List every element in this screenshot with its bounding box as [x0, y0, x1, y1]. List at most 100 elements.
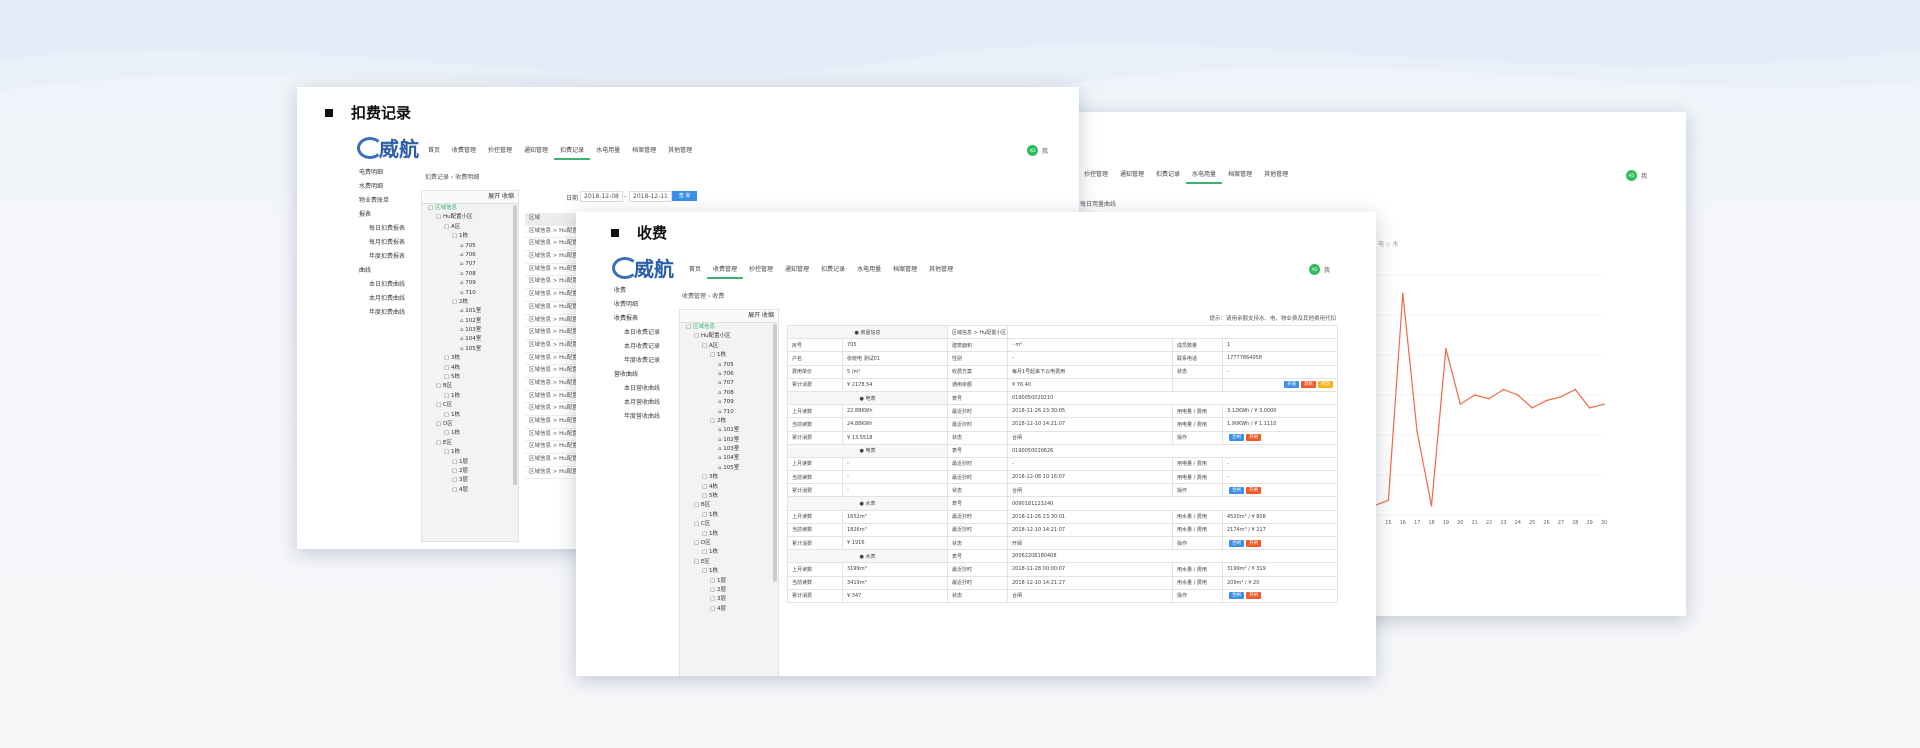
table-row[interactable]: 区域信息 > Hu配置	[525, 340, 585, 353]
data-point[interactable]	[1545, 399, 1548, 402]
brand-logo[interactable]: 威航	[357, 133, 419, 162]
nav-tab[interactable]: 收费管理	[707, 263, 744, 279]
tree-node[interactable]: ⌂ 707	[680, 379, 778, 388]
date-end-input[interactable]: 2018-12-11	[629, 191, 672, 202]
avatar[interactable]: AD	[1027, 145, 1038, 156]
tree-node[interactable]: ▢ Hu配置小区	[422, 213, 518, 222]
tree-node[interactable]: ⌂ 707	[422, 260, 518, 269]
sidebar-item[interactable]: 年度扣费曲线	[369, 309, 406, 316]
close-button[interactable]: 合闸	[1229, 539, 1244, 547]
table-row[interactable]: 区域信息 > Hu配置	[525, 429, 585, 442]
tree-node[interactable]: ▢ 4层	[422, 486, 518, 495]
data-point[interactable]	[1603, 403, 1605, 406]
tree-node[interactable]: ▢ 3栋	[680, 473, 778, 482]
close-button[interactable]: 合闸	[1229, 486, 1244, 494]
tree-node[interactable]: ▢ 4栋	[680, 483, 778, 492]
sidebar-item[interactable]: 电费明细	[359, 169, 384, 176]
tree-toggle[interactable]: 展开 收缩	[422, 191, 518, 204]
tree-node[interactable]: ⌂ 709	[422, 279, 518, 288]
table-row[interactable]: 区域信息 > Hu配置	[525, 289, 585, 302]
tree-node[interactable]: ▢ 区域信息	[680, 323, 778, 332]
tree-node[interactable]: ⌂ 102室	[422, 317, 518, 326]
data-point[interactable]	[1588, 407, 1591, 409]
tree-node[interactable]: ▢ 4栋	[422, 364, 518, 373]
nav-tab[interactable]: 收费管理	[452, 147, 477, 154]
tree-scrollbar[interactable]	[513, 205, 517, 485]
nav-tab[interactable]: 档案管理	[893, 266, 918, 273]
tree-node[interactable]: ▢ 2层	[422, 467, 518, 476]
close-button[interactable]: 合闸	[1229, 434, 1244, 442]
tree-node[interactable]: ⌂ 708	[680, 389, 778, 398]
sidebar-item[interactable]: 本日收费记录	[624, 329, 661, 336]
data-point[interactable]	[1531, 407, 1533, 409]
sidebar-item[interactable]: 本月营收曲线	[624, 399, 661, 406]
nav-tab[interactable]: 水电用量	[857, 266, 882, 273]
avatar[interactable]: AD	[1309, 264, 1320, 275]
tree-node[interactable]: ▢ 1栋	[680, 567, 778, 576]
sidebar-item[interactable]: 每月扣费报表	[369, 239, 406, 246]
data-point[interactable]	[1430, 504, 1433, 507]
nav-tab[interactable]: 扣费记录	[1156, 171, 1181, 178]
nav-tab[interactable]: 档案管理	[632, 147, 657, 154]
tree-node[interactable]: ▢ B区	[422, 382, 518, 391]
nav-tab[interactable]: 其他管理	[929, 266, 954, 273]
sidebar-item[interactable]: 年度营收曲线	[624, 413, 661, 420]
table-row[interactable]: 区域信息 > Hu配置	[525, 467, 585, 480]
tree-node[interactable]: ▢ 1栋	[422, 411, 518, 420]
nav-tab[interactable]: 抄控管理	[749, 266, 774, 273]
data-point[interactable]	[1516, 394, 1519, 396]
table-row[interactable]: 区域信息 > Hu配置	[525, 238, 585, 252]
data-point[interactable]	[1401, 292, 1404, 295]
open-button[interactable]: 开闸	[1246, 486, 1261, 494]
nav-tab[interactable]: 通知管理	[1120, 171, 1145, 178]
tree-node[interactable]: ⌂ 708	[422, 270, 518, 279]
table-row[interactable]: 区域信息 > Hu配置	[525, 264, 585, 277]
tree-node[interactable]: ⌂ 104室	[422, 335, 518, 344]
edit-button[interactable]: 修改	[1318, 381, 1333, 389]
sidebar-item[interactable]: 水费明细	[359, 183, 384, 190]
tree-node[interactable]: ▢ 5栋	[422, 373, 518, 382]
tree-node[interactable]: ⌂ 706	[422, 251, 518, 260]
tree-node[interactable]: ▢ 3层	[422, 476, 518, 485]
nav-tab[interactable]: 水电用量	[596, 147, 621, 154]
nav-tab[interactable]: 其他管理	[668, 147, 693, 154]
table-row[interactable]: 区域信息 > Hu配置	[525, 226, 585, 239]
tree-node[interactable]: ▢ 3层	[680, 595, 778, 604]
data-point[interactable]	[1416, 431, 1418, 433]
tree-node[interactable]: ▢ A区	[422, 223, 518, 232]
tree-node[interactable]: ▢ 1层	[422, 458, 518, 467]
sidebar-item[interactable]: 年度扣费报表	[369, 253, 406, 260]
tree-scrollbar[interactable]	[773, 324, 777, 582]
nav-tab[interactable]: 抄控管理	[1084, 171, 1109, 178]
nav-tab[interactable]: 扣费记录	[821, 266, 846, 273]
sidebar-item[interactable]: 营收曲线	[614, 371, 639, 378]
tree-node[interactable]: ▢ 2层	[680, 586, 778, 595]
nav-tab[interactable]: 首页	[428, 147, 441, 154]
sidebar-item[interactable]: 收费明细	[614, 301, 639, 308]
tree-node[interactable]: ⌂ 709	[680, 398, 778, 407]
tree-node[interactable]: ▢ C区	[422, 401, 518, 410]
tree-node[interactable]: ▢ Hu配置小区	[680, 332, 778, 341]
tree-node[interactable]: ▢ C区	[680, 520, 778, 529]
tree-node[interactable]: ▢ D区	[422, 420, 518, 429]
tree-node[interactable]: ⌂ 705	[422, 242, 518, 251]
data-point[interactable]	[1574, 388, 1577, 391]
sidebar-item[interactable]: 年度收费记录	[624, 357, 661, 364]
table-row[interactable]: 区域信息 > Hu配置	[525, 302, 585, 315]
tree-node[interactable]: ▢ 4层	[680, 605, 778, 614]
sidebar-item[interactable]: 本日营收曲线	[624, 385, 661, 392]
data-point[interactable]	[1473, 394, 1476, 396]
tree-node[interactable]: ⌂ 103室	[680, 445, 778, 454]
tree-node[interactable]: ⌂ 710	[680, 408, 778, 417]
tree-node[interactable]: ▢ 1栋	[680, 511, 778, 520]
nav-tab[interactable]: 扣费记录	[554, 144, 591, 160]
table-row[interactable]: 区域信息 > Hu配置	[525, 403, 585, 416]
table-row[interactable]: 区域信息 > Hu配置	[525, 276, 585, 290]
tree-node[interactable]: ▢ 5栋	[680, 492, 778, 501]
brand-logo[interactable]: 威航	[612, 253, 674, 282]
data-point[interactable]	[1387, 499, 1390, 502]
tree-toggle[interactable]: 展开 收缩	[680, 310, 778, 323]
tree-node[interactable]: ▢ 3栋	[422, 354, 518, 363]
sidebar-item[interactable]: 本日扣费曲线	[369, 281, 406, 288]
data-point[interactable]	[1459, 403, 1462, 406]
